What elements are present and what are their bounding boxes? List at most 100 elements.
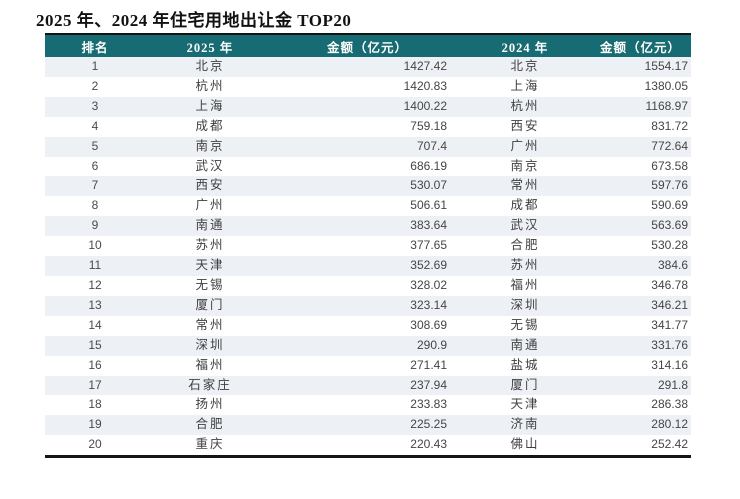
amount-2025-cell: 225.25 xyxy=(410,417,447,432)
city-2024-cell: 无锡 xyxy=(510,317,540,332)
rank-cell: 11 xyxy=(88,258,102,273)
city-2025-cell: 西安 xyxy=(195,178,225,193)
page-title: 2025 年、2024 年住宅用地出让金 TOP20 xyxy=(36,11,352,30)
city-2024-cell: 济南 xyxy=(510,417,540,432)
city-2025-cell: 常州 xyxy=(195,317,225,332)
table-row: 11 天津 352.69 苏州 384.6 xyxy=(45,256,691,276)
amount-2025-cell: 271.41 xyxy=(410,357,447,372)
city-2024-cell: 成都 xyxy=(510,198,540,213)
city-2024-cell: 常州 xyxy=(510,178,540,193)
amount-2024-cell: 1168.97 xyxy=(645,98,689,113)
city-2024-cell: 苏州 xyxy=(510,258,540,273)
table-header-row: 排名 2025 年 金额（亿元） 2024 年 金额（亿元） xyxy=(45,35,691,57)
city-2025-cell: 北京 xyxy=(195,59,225,73)
rank-cell: 7 xyxy=(91,178,99,193)
table-row: 1 北京 1427.42 北京 1554.17 xyxy=(45,57,691,77)
amount-2025-cell: 237.94 xyxy=(410,377,447,392)
city-2025-cell: 广州 xyxy=(195,198,225,213)
rank-cell: 9 xyxy=(91,218,99,233)
amount-2024-cell: 1554.17 xyxy=(644,59,688,73)
header-amount-2025: 金额（亿元） xyxy=(275,35,460,57)
city-2025-cell: 合肥 xyxy=(195,417,225,432)
rank-cell: 14 xyxy=(88,317,102,332)
amount-2025-cell: 686.19 xyxy=(410,158,447,173)
amount-2025-cell: 707.4 xyxy=(416,138,447,153)
table-row: 14 常州 308.69 无锡 341.77 xyxy=(45,315,691,336)
city-2024-cell: 福州 xyxy=(510,277,540,292)
city-2024-cell: 南京 xyxy=(510,158,540,173)
table-row: 12 无锡 328.02 福州 346.78 xyxy=(45,275,691,296)
city-2025-cell: 天津 xyxy=(195,258,225,273)
city-2024-cell: 杭州 xyxy=(510,98,540,113)
amount-2025-cell: 759.18 xyxy=(410,118,447,133)
rank-cell: 6 xyxy=(91,158,99,173)
table-row: 3 上海 1400.22 杭州 1168.97 xyxy=(45,96,691,117)
header-rank: 排名 xyxy=(45,35,145,57)
amount-2025-cell: 1400.22 xyxy=(403,98,447,113)
table-row: 2 杭州 1420.83 上海 1380.05 xyxy=(45,76,691,97)
header-amount-2024: 金额（亿元） xyxy=(590,35,691,57)
amount-2024-cell: 597.76 xyxy=(651,178,688,193)
city-2025-cell: 福州 xyxy=(195,357,225,372)
rank-cell: 16 xyxy=(88,357,102,372)
table-row: 10 苏州 377.65 合肥 530.28 xyxy=(45,236,691,257)
table-row: 4 成都 759.18 西安 831.72 xyxy=(45,116,691,137)
rank-cell: 8 xyxy=(91,198,99,213)
table-row: 19 合肥 225.25 济南 280.12 xyxy=(45,415,691,436)
table-row: 5 南京 707.4 广州 772.64 xyxy=(45,136,691,157)
amount-2025-cell: 1427.42 xyxy=(403,59,447,73)
rank-cell: 2 xyxy=(91,78,99,93)
rank-cell: 19 xyxy=(88,417,102,432)
ranking-table-container: 排名 2025 年 金额（亿元） 2024 年 金额（亿元） 1 北京 1427.4… xyxy=(45,33,691,459)
amount-2025-cell: 352.69 xyxy=(410,258,447,273)
amount-2025-cell: 323.14 xyxy=(410,297,447,312)
city-2025-cell: 南京 xyxy=(195,138,225,153)
amount-2024-cell: 831.72 xyxy=(651,118,688,133)
table-row: 8 广州 506.61 成都 590.69 xyxy=(45,196,691,217)
amount-2024-cell: 530.28 xyxy=(651,238,688,253)
city-2024-cell: 佛山 xyxy=(510,437,540,452)
amount-2024-cell: 563.69 xyxy=(651,218,688,233)
amount-2024-cell: 346.21 xyxy=(651,297,688,312)
amount-2024-cell: 673.58 xyxy=(651,158,688,173)
city-2024-cell: 合肥 xyxy=(510,238,540,253)
city-2025-cell: 重庆 xyxy=(195,437,225,452)
amount-2024-cell: 384.6 xyxy=(657,258,688,273)
amount-2025-cell: 328.02 xyxy=(410,277,447,292)
rank-cell: 5 xyxy=(91,138,99,153)
table-row: 6 武汉 686.19 南京 673.58 xyxy=(45,156,691,177)
amount-2024-cell: 590.69 xyxy=(651,198,688,213)
rank-cell: 1 xyxy=(91,59,99,73)
amount-2025-cell: 233.83 xyxy=(410,397,447,412)
ranking-table: 排名 2025 年 金额（亿元） 2024 年 金额（亿元） 1 北京 1427.4… xyxy=(45,35,691,456)
amount-2025-cell: 506.61 xyxy=(410,198,447,213)
amount-2025-cell: 308.69 xyxy=(410,317,447,332)
amount-2024-cell: 341.77 xyxy=(651,317,688,332)
table-row: 9 南通 383.64 武汉 563.69 xyxy=(45,216,691,237)
rank-cell: 17 xyxy=(88,377,102,392)
amount-2025-cell: 530.07 xyxy=(410,178,447,193)
amount-2024-cell: 280.12 xyxy=(651,417,688,432)
table-row: 16 福州 271.41 盐城 314.16 xyxy=(45,355,691,376)
city-2024-cell: 上海 xyxy=(510,78,540,93)
amount-2025-cell: 383.64 xyxy=(410,218,447,233)
city-2025-cell: 成都 xyxy=(195,118,225,133)
rank-cell: 13 xyxy=(88,297,102,312)
rank-cell: 18 xyxy=(88,397,102,412)
amount-2025-cell: 290.9 xyxy=(416,337,447,352)
city-2024-cell: 南通 xyxy=(510,337,540,352)
rank-cell: 3 xyxy=(91,98,99,113)
city-2025-cell: 石家庄 xyxy=(188,377,232,392)
amount-2024-cell: 291.8 xyxy=(657,377,688,392)
table-row: 7 西安 530.07 常州 597.76 xyxy=(45,176,691,197)
table-row: 13 厦门 323.14 深圳 346.21 xyxy=(45,295,691,316)
table-body: 1 北京 1427.42 北京 1554.17 2 杭州 1420.83 上海 1380.05 3 上… xyxy=(45,57,691,456)
amount-2024-cell: 252.42 xyxy=(651,437,688,452)
city-2025-cell: 杭州 xyxy=(195,78,225,93)
rank-cell: 15 xyxy=(88,337,102,352)
table-row: 20 重庆 220.43 佛山 252.42 xyxy=(45,435,691,456)
amount-2024-cell: 331.76 xyxy=(651,337,688,352)
amount-2024-cell: 286.38 xyxy=(651,397,688,412)
city-2024-cell: 深圳 xyxy=(510,297,540,312)
city-2024-cell: 武汉 xyxy=(510,218,540,233)
